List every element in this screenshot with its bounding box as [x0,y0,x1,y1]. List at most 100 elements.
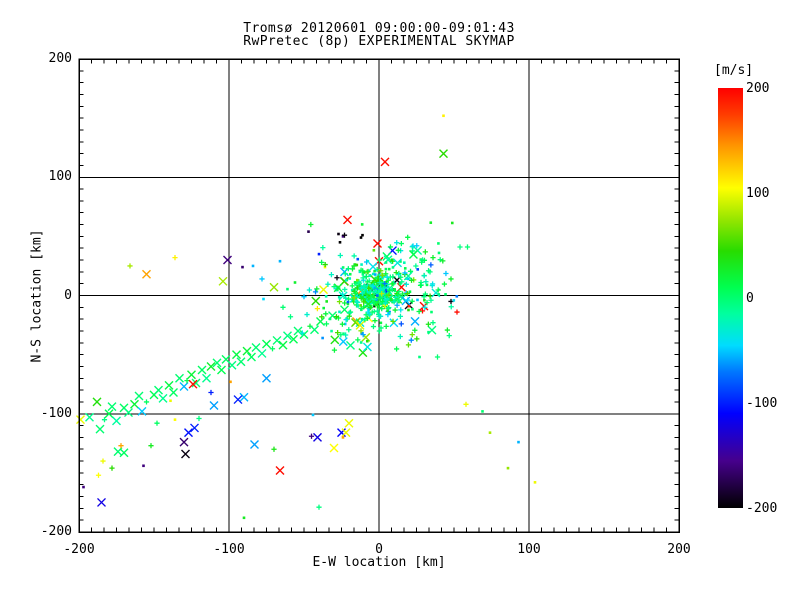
scatter-point [430,320,436,326]
x-tick-label: -200 [63,542,95,557]
scatter-point [444,293,447,296]
scatter-point [385,298,389,301]
scatter-point [356,257,360,261]
scatter-point [395,247,401,253]
x-tick-label: 100 [517,542,541,557]
scatter-point [319,259,325,265]
scatter-point [278,259,282,263]
scatter-point [278,340,288,350]
scatter-point [275,466,285,476]
scatter-point [405,277,408,280]
scatter-point [154,385,163,395]
scatter-point [314,286,320,292]
scatter-point [101,417,108,423]
scatter-point [247,352,256,362]
scatter-point [392,307,398,313]
x-axis-label: E-W location [km] [312,555,446,570]
scatter-point [364,315,371,321]
scatter-point [368,297,372,300]
scatter-point [452,299,456,302]
scatter-point [357,295,360,299]
scatter-point [343,317,349,323]
scatter-point [190,423,199,433]
scatter-point [408,337,414,343]
scatter-point [341,436,345,439]
scatter-point [242,516,246,520]
scatter-point [361,299,367,305]
scatter-point [424,299,430,306]
scatter-point [360,263,363,266]
scatter-point [379,299,386,305]
scatter-point [360,317,364,321]
scatter-point [317,252,321,256]
scatter-point [409,332,415,338]
scatter-point [376,257,383,263]
scatter-point [187,370,196,380]
scatter-point [142,464,145,468]
scatter-point [363,274,369,280]
scatter-point [369,309,375,315]
scatter-point [393,346,400,352]
scatter-point [350,288,354,292]
scatter-point [366,259,370,263]
scatter-point [344,279,348,282]
scatter-point [396,272,402,278]
scatter-point [410,316,420,326]
scatter-point [283,331,292,341]
scatter-point [218,276,228,286]
scatter-point [97,497,106,507]
scatter-point [314,306,320,312]
scatter-point [417,282,424,288]
scatter-point [104,409,114,419]
scatter-point [421,257,428,263]
scatter-point [169,399,172,403]
scatter-point [130,399,139,409]
scatter-point [342,286,348,293]
scatter-point [384,274,390,280]
scatter-point [386,292,392,298]
scatter-point [320,245,326,251]
scatter-point [363,291,369,297]
scatter-point [343,322,347,326]
scatter-point [338,310,341,314]
scatter-point [361,272,365,276]
scatter-point [394,291,400,297]
scatter-point [350,318,360,328]
scatter-point [440,258,446,264]
scatter-point [119,448,129,458]
scatter-point [202,373,211,383]
scatter-point [402,270,408,276]
plot-box [78,58,680,533]
scatter-point [334,275,340,281]
scatter-point [391,299,397,305]
scatter-point [399,291,406,297]
scatter-point [379,291,385,297]
scatter-point [172,255,178,261]
scatter-point [154,420,160,426]
scatter-point [206,361,216,371]
scatter-point [437,251,441,255]
scatter-point [393,288,396,291]
scatter-point [118,443,124,449]
colorbar-gradient [718,88,743,508]
scatter-point [370,285,373,289]
scatter-point [347,309,354,315]
scatter-point [338,240,342,244]
scatter-point [319,285,328,295]
scatter-point [464,244,471,250]
scatter-point [358,270,362,274]
scatter-point [385,280,388,284]
scatter-point [286,287,289,291]
scatter-point [341,428,351,438]
scatter-point [312,289,319,295]
scatter-point [397,333,403,340]
scatter-point [419,259,425,265]
scatter-point [375,294,379,297]
scatter-point [371,300,377,306]
scatter-point [360,275,366,281]
scatter-point [408,290,412,294]
scatter-point [390,258,396,264]
colorbar-tick-label: -200 [746,501,778,516]
scatter-point [361,283,367,289]
scatter-point [212,358,222,368]
